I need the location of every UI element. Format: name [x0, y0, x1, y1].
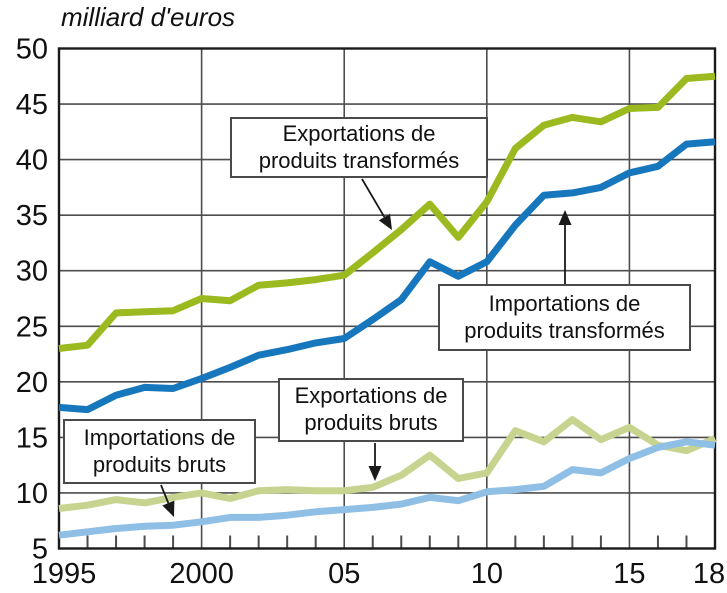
y-axis-tick-label: 45: [16, 89, 48, 121]
y-axis-tick-label: 40: [16, 145, 48, 177]
y-axis-tick-label: 30: [16, 256, 48, 288]
y-axis-tick-label: 35: [16, 200, 48, 232]
label-exportations-produits-transformes: Exportations de produits transformés: [230, 117, 488, 178]
annotation-arrowhead-export-transformes: [378, 213, 392, 230]
y-axis-tick-label: 15: [16, 422, 48, 454]
y-axis-unit-label: milliard d'euros: [61, 2, 236, 32]
series-line-export-transformes: [58, 72, 716, 352]
annotation-arrow-line-export-transformes: [361, 178, 386, 218]
annotation-arrow-line-import-bruts: [160, 484, 170, 504]
label-importations-produits-bruts: Importations de produits bruts: [63, 419, 256, 484]
x-axis-tick-label: 05: [328, 558, 360, 590]
label-line: produits transformés: [258, 147, 460, 173]
series-line-import-transformes: [58, 138, 716, 414]
label-line: Importations de: [83, 424, 236, 450]
x-axis-tick-label: 10: [471, 558, 503, 590]
plot-border: [57, 47, 717, 550]
annotation-arrowhead-export-bruts: [368, 466, 382, 481]
label-line: Exportations de: [294, 383, 448, 409]
annotation-arrowhead-import-transformes: [558, 210, 572, 225]
x-axis-tick-label: 2000: [169, 558, 234, 590]
x-axis-tick-label: 15: [613, 558, 645, 590]
x-axis-tick-label: 1995: [32, 558, 97, 590]
label-importations-produits-transformes: Importations de produits transformés: [438, 284, 691, 351]
x-axis-tick-label: 18: [693, 558, 725, 590]
y-axis-tick-label: 50: [16, 34, 48, 66]
label-exportations-produits-bruts: Exportations de produits bruts: [278, 378, 464, 442]
label-line: produits transformés: [464, 317, 665, 343]
y-axis-tick-label: 20: [16, 367, 48, 399]
y-axis-tick-label: 5: [32, 534, 48, 566]
annotation-arrowhead-import-bruts: [162, 500, 175, 517]
series-line-import-bruts: [58, 438, 716, 539]
y-axis-tick-label: 25: [16, 311, 48, 343]
label-line: produits bruts: [304, 410, 438, 435]
series-line-export-bruts: [58, 416, 717, 512]
y-axis-tick-label: 10: [16, 478, 48, 510]
label-line: produits bruts: [92, 451, 227, 477]
label-line: Exportations de: [282, 120, 436, 146]
label-line: Importations de: [488, 290, 641, 316]
